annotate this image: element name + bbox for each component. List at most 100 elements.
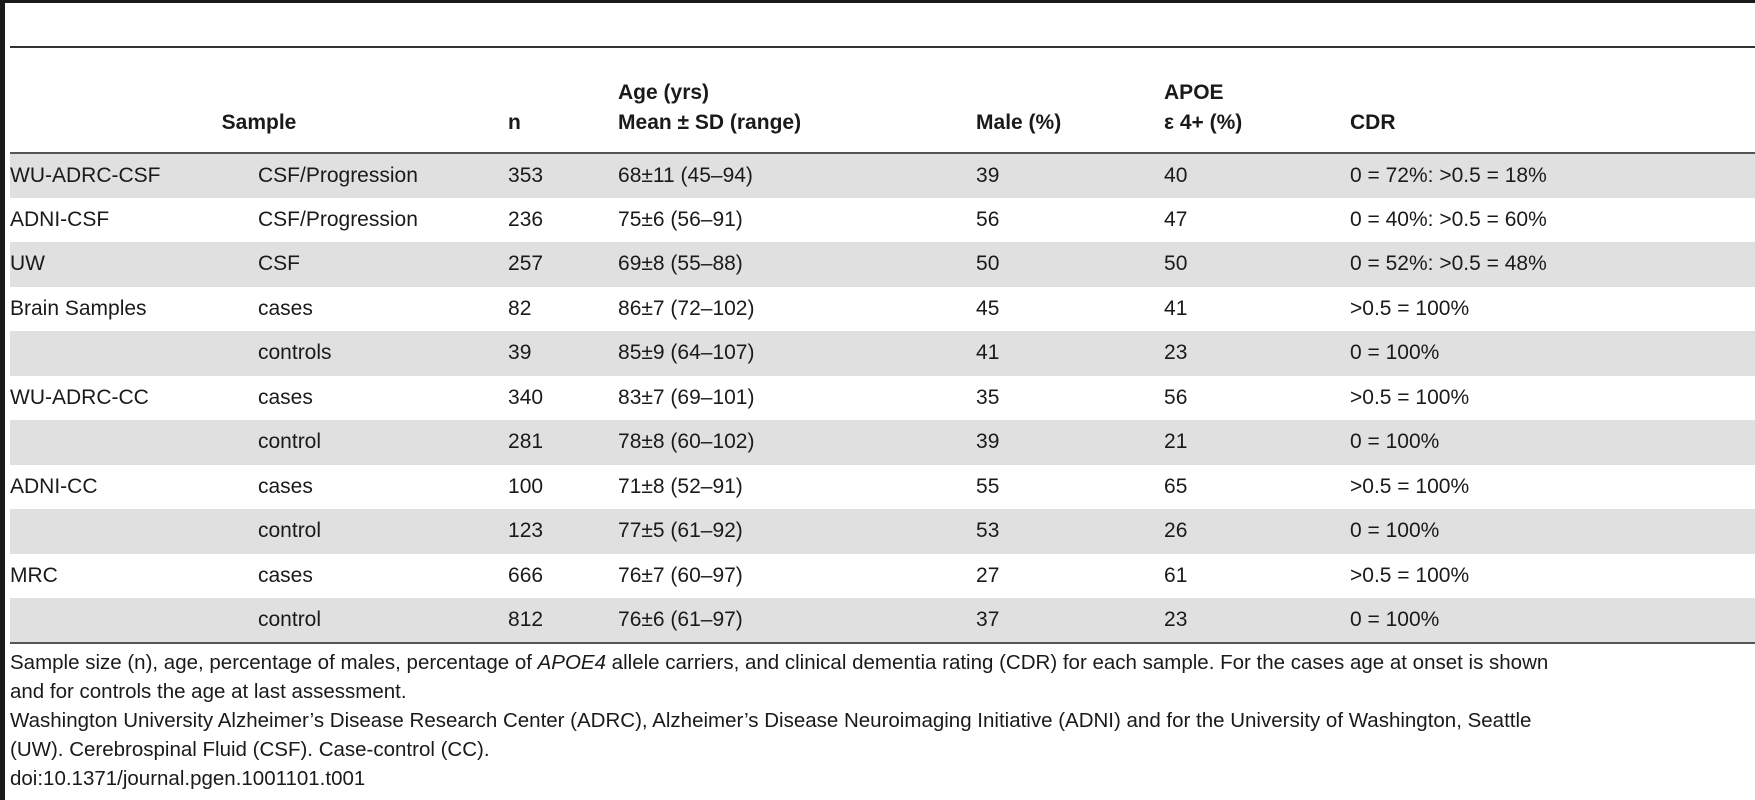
cell-male: 41 xyxy=(976,331,1165,376)
header-male: Male (%) xyxy=(976,48,1165,154)
header-n: n xyxy=(508,48,619,154)
cell-age: 71±8 (52–91) xyxy=(618,474,743,498)
cell-age: 86±7 (72–102) xyxy=(618,296,755,320)
cell-sample: MRC xyxy=(10,563,58,587)
header-top-rule xyxy=(10,46,1755,48)
cell-male: 35 xyxy=(976,385,1000,409)
header-age-line2: Mean ± SD (range) xyxy=(618,111,802,134)
cell-n: 123 xyxy=(508,509,619,554)
cell-cdr: 0 = 72%: >0.5 = 18% xyxy=(1350,153,1755,198)
cell-n: 812 xyxy=(508,598,619,644)
table-row: control 123 77±5 (61–92) 53 26 0 = 100% xyxy=(10,509,1755,554)
cell-male: 45 xyxy=(976,296,1000,320)
cell-n: 257 xyxy=(508,242,619,287)
header-apoe-line1: APOE xyxy=(1164,81,1224,104)
footnote-line-1: Sample size (n), age, percentage of male… xyxy=(10,648,1755,677)
footnote-line-1-pre: Sample size (n), age, percentage of male… xyxy=(10,651,538,674)
cell-apoe: 23 xyxy=(1164,598,1351,644)
table-row: control 812 76±6 (61–97) 37 23 0 = 100% xyxy=(10,598,1755,644)
cell-age: 68±11 (45–94) xyxy=(618,153,977,198)
table-row: ADNI-CC cases 100 71±8 (52–91) 55 65 >0.… xyxy=(10,465,1755,510)
cell-age: 83±7 (69–101) xyxy=(618,385,755,409)
cell-apoe: 56 xyxy=(1164,385,1188,409)
cell-age: 76±7 (60–97) xyxy=(618,563,743,587)
cell-age: 75±6 (56–91) xyxy=(618,207,743,231)
footnote-doi: doi:10.1371/journal.pgen.1001101.t001 xyxy=(10,767,366,790)
cell-n: 666 xyxy=(508,563,544,587)
table-row: UW CSF 257 69±8 (55–88) 50 50 0 = 52%: >… xyxy=(10,242,1755,287)
cell-n: 340 xyxy=(508,385,544,409)
cell-male: 37 xyxy=(976,598,1165,644)
cell-apoe: 65 xyxy=(1164,474,1188,498)
cell-apoe: 21 xyxy=(1164,420,1351,465)
header-apoe-line2: ε 4+ (%) xyxy=(1164,111,1243,134)
footnote-line-3: Washington University Alzheimer’s Diseas… xyxy=(10,709,1532,732)
header-apoe: APOE ε 4+ (%) xyxy=(1164,48,1351,154)
cell-age: 85±9 (64–107) xyxy=(618,331,977,376)
cell-cdr: 0 = 100% xyxy=(1350,509,1755,554)
cell-type: controls xyxy=(258,331,509,376)
header-age: Age (yrs) Mean ± SD (range) xyxy=(618,48,977,154)
cell-cdr: 0 = 52%: >0.5 = 48% xyxy=(1350,242,1755,287)
header-row: Sample n Age (yrs) Mean ± SD (range) Mal… xyxy=(10,48,1755,154)
cell-n: 82 xyxy=(508,296,532,320)
cell-type: cases xyxy=(258,563,313,587)
table-row: controls 39 85±9 (64–107) 41 23 0 = 100% xyxy=(10,331,1755,376)
table-row: control 281 78±8 (60–102) 39 21 0 = 100% xyxy=(10,420,1755,465)
table-row: WU-ADRC-CSF CSF/Progression 353 68±11 (4… xyxy=(10,153,1755,198)
cell-male: 27 xyxy=(976,563,1000,587)
footnote-line-1-post: allele carriers, and clinical dementia r… xyxy=(605,651,1549,674)
footnote-line-4: (UW). Cerebrospinal Fluid (CSF). Case-co… xyxy=(10,738,490,761)
cell-male: 56 xyxy=(976,207,1000,231)
cell-sample: ADNI-CC xyxy=(10,474,98,498)
cell-sample xyxy=(10,598,258,644)
cell-apoe: 23 xyxy=(1164,331,1351,376)
cell-cdr: 0 = 100% xyxy=(1350,598,1755,644)
table-row: WU-ADRC-CC cases 340 83±7 (69–101) 35 56… xyxy=(10,376,1755,421)
header-cdr: CDR xyxy=(1350,48,1755,154)
cell-type: control xyxy=(258,509,509,554)
cell-n: 353 xyxy=(508,153,619,198)
cell-cdr: >0.5 = 100% xyxy=(1350,563,1470,587)
cell-cdr: 0 = 40%: >0.5 = 60% xyxy=(1350,207,1547,231)
cell-cdr: >0.5 = 100% xyxy=(1350,296,1470,320)
table-row: MRC cases 666 76±7 (60–97) 27 61 >0.5 = … xyxy=(10,554,1755,599)
header-sample: Sample xyxy=(10,48,509,154)
cell-sample: WU-ADRC-CC xyxy=(10,385,149,409)
cell-type: CSF/Progression xyxy=(258,153,509,198)
cell-age: 78±8 (60–102) xyxy=(618,420,977,465)
cell-male: 39 xyxy=(976,420,1165,465)
cell-cdr: 0 = 100% xyxy=(1350,331,1755,376)
cell-male: 55 xyxy=(976,474,1000,498)
cell-cdr: >0.5 = 100% xyxy=(1350,474,1470,498)
cell-sample: WU-ADRC-CSF xyxy=(10,153,258,198)
cell-age: 77±5 (61–92) xyxy=(618,509,977,554)
cell-n: 39 xyxy=(508,331,619,376)
cell-type: CSF/Progression xyxy=(258,207,418,231)
left-border-rule xyxy=(0,0,5,800)
cell-type: control xyxy=(258,598,509,644)
header-age-line1: Age (yrs) xyxy=(618,81,710,104)
cell-male: 50 xyxy=(976,242,1165,287)
cell-type: CSF xyxy=(258,242,509,287)
footnote-line-2: and for controls the age at last assessm… xyxy=(10,680,407,703)
cell-sample xyxy=(10,420,258,465)
cell-type: cases xyxy=(258,296,313,320)
cell-type: control xyxy=(258,420,509,465)
cell-apoe: 47 xyxy=(1164,207,1188,231)
cell-male: 39 xyxy=(976,153,1165,198)
cell-sample: Brain Samples xyxy=(10,296,147,320)
table-row: Brain Samples cases 82 86±7 (72–102) 45 … xyxy=(10,287,1755,332)
cell-sample xyxy=(10,331,258,376)
cell-sample: UW xyxy=(10,242,258,287)
footnote-apoe4-italic: APOE4 xyxy=(537,651,606,674)
cell-male: 53 xyxy=(976,509,1165,554)
cell-sample xyxy=(10,509,258,554)
cell-type: cases xyxy=(258,385,313,409)
cell-apoe: 26 xyxy=(1164,509,1351,554)
cell-n: 100 xyxy=(508,474,544,498)
cell-type: cases xyxy=(258,474,313,498)
table-row: ADNI-CSF CSF/Progression 236 75±6 (56–91… xyxy=(10,198,1755,243)
cell-sample: ADNI-CSF xyxy=(10,207,110,231)
cell-cdr: >0.5 = 100% xyxy=(1350,385,1470,409)
